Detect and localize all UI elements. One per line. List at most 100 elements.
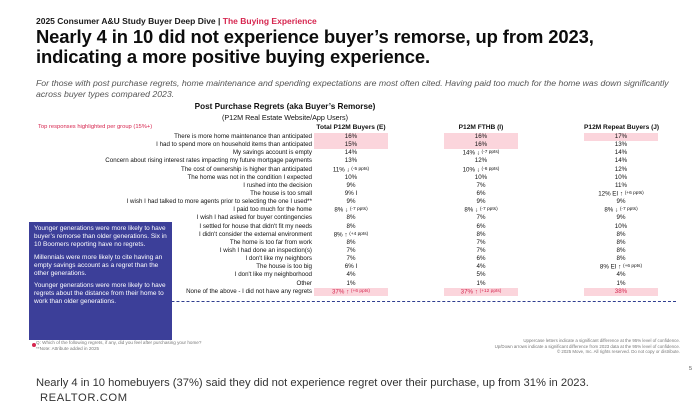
cell-value: 15% (344, 141, 358, 149)
row-label: I wish I had talked to more agents prior… (126, 198, 312, 206)
table-cell: 11% (584, 182, 658, 190)
table-row: The house is too big 6% I 4% 8% EI ↑ (+6 pp… (36, 263, 676, 271)
change-note: (+6 ppts) (350, 288, 370, 294)
table-row: There is more home maintenance than anti… (36, 133, 676, 142)
cell-value: 4% (616, 271, 626, 279)
cell-value: 11% ↓ (332, 166, 350, 174)
table-cell: 8% (584, 255, 658, 263)
table-row: I don't like my neighborhood 4% 5% 4% (36, 271, 676, 279)
table-cell: 9% (584, 214, 658, 222)
cell-value: 38% (614, 287, 628, 295)
table-row: Other 1% 1% 1% (36, 280, 676, 288)
table-row: I rushed into the decision 9% 7% 11% (36, 182, 676, 190)
table-cell: 13% (314, 157, 388, 165)
table-cell: 8% (444, 231, 518, 239)
cell-value: 17% (614, 133, 628, 140)
cell-value: 9% (346, 181, 356, 189)
cell-value: 11% (615, 181, 627, 189)
cell-value: 14% (614, 157, 628, 165)
table-cell: 13% (584, 141, 658, 149)
cell-value: 9% (616, 198, 626, 206)
table-row: I wish I had talked to more agents prior… (36, 198, 676, 206)
column-header-total: Total P12M Buyers (E) (316, 124, 386, 131)
cell-value: 9% (476, 198, 486, 206)
table-row: Concern about rising interest rates impa… (36, 157, 676, 165)
cell-value: 8% ↑ (333, 231, 348, 239)
row-label: I paid too much for the home (233, 206, 312, 214)
table-cell: 38% (584, 287, 658, 296)
table-cell: 9% (314, 182, 388, 190)
table-cell: 8% ↑ (+4 ppts) (314, 231, 388, 239)
cell-value: 10% (614, 222, 628, 230)
table-cell: 7% (314, 247, 388, 255)
table-cell: 6% I (314, 263, 388, 271)
table-row: The house is too small 9% I 6% 12% EI ↑ (+6… (36, 190, 676, 198)
cell-value: 6% I (344, 263, 358, 271)
table-cell: 7% (314, 255, 388, 263)
table-cell: 37% ↑ (+12 ppts) (444, 287, 518, 296)
cell-value: 7% (476, 214, 486, 222)
slide: 2025 Consumer A&U Study Buyer Deep Dive … (29, 16, 680, 354)
row-label: The cost of ownership is higher than ant… (180, 165, 312, 173)
table-cell: 10% (444, 174, 518, 182)
cell-value: 13% (344, 157, 358, 165)
change-note: (+12 ppts) (479, 288, 502, 294)
cell-value: 37% ↑ (331, 288, 350, 296)
cell-value: 16% (474, 141, 488, 149)
table-cell: 7% (444, 182, 518, 190)
footnote-legend: Up/Down arrows indicate a significant di… (494, 343, 680, 349)
table-cell: 15% (314, 141, 388, 150)
table-cell: 16% (444, 133, 518, 142)
table-row: None of the above - I did not have any r… (36, 287, 676, 296)
cell-value: 7% (476, 181, 486, 189)
row-label: My savings account is empty (232, 149, 312, 157)
table-cell: 4% (444, 263, 518, 271)
highlight-note: Top responses highlighted per group (15%… (38, 124, 153, 130)
table-cell: 9% I (314, 190, 388, 198)
table-cell: 8% ↓ (-7 ppts) (314, 206, 388, 214)
cell-value: 8% (616, 246, 626, 254)
row-label: I rushed into the decision (243, 181, 312, 189)
cell-value: 1% (476, 279, 486, 287)
change-note: (-7 ppts) (479, 207, 498, 213)
row-label: The home was not in the condition I expe… (187, 173, 312, 181)
callout-text: Younger generations were more likely to … (34, 282, 166, 306)
footnote-legend: Uppercase letters indicate a significant… (523, 338, 680, 343)
caption-text: Nearly 4 in 10 homebuyers (37%) said the… (36, 377, 589, 389)
regrets-table: There is more home maintenance than anti… (36, 133, 676, 302)
change-note: (+6 ppts) (624, 190, 644, 196)
table-cell: 17% (584, 133, 658, 142)
table-cell: 11% ↓ (-5 ppts) (314, 166, 388, 174)
cell-value: 4% (346, 271, 356, 279)
cell-value: 12% (614, 165, 628, 173)
row-label: The house is too big (256, 263, 312, 271)
table-title: Post Purchase Regrets (aka Buyer’s Remor… (194, 102, 376, 111)
cell-value: 13% (614, 141, 628, 149)
cell-value: 37% ↑ (460, 288, 478, 296)
row-label: I settled for house that didn't fit my n… (199, 222, 312, 230)
table-cell: 8% (584, 231, 658, 239)
table-cell: 8% EI ↑ (+6 ppts) (584, 263, 658, 271)
divider (36, 301, 676, 302)
cell-value: 8% (346, 222, 356, 230)
slide-title: Nearly 4 in 10 did not experience buyer’… (36, 26, 594, 67)
table-cell: 10% (584, 223, 658, 231)
change-note: (+4 ppts) (349, 231, 369, 237)
row-label: The house is too small (250, 189, 312, 197)
table-cell: 10% ↓ (-6 ppts) (444, 166, 518, 174)
table-cell: 6% (444, 223, 518, 231)
cell-value: 7% (346, 255, 356, 263)
table-cell: 12% (444, 157, 518, 165)
copyright: © 2025 Move, Inc. All rights reserved. D… (556, 349, 680, 354)
kicker: 2025 Consumer A&U Study Buyer Deep Dive … (36, 16, 317, 26)
table-cell: 8% (314, 239, 388, 247)
row-label: I had to spend more on household items t… (156, 141, 312, 149)
row-label: I didn't consider the external environme… (199, 230, 312, 238)
footnote-question: Q: Which of the following regrets, if an… (36, 340, 202, 345)
row-label: I wish I had done an inspection(s) (219, 246, 312, 254)
row-label: Other (296, 279, 312, 287)
caption-brand: REALTOR.COM (40, 392, 128, 404)
table-row: My savings account is empty 14% 14% ↓ (-7 … (36, 149, 676, 157)
cell-value: 6% (476, 222, 486, 230)
table-cell: 10% (584, 174, 658, 182)
